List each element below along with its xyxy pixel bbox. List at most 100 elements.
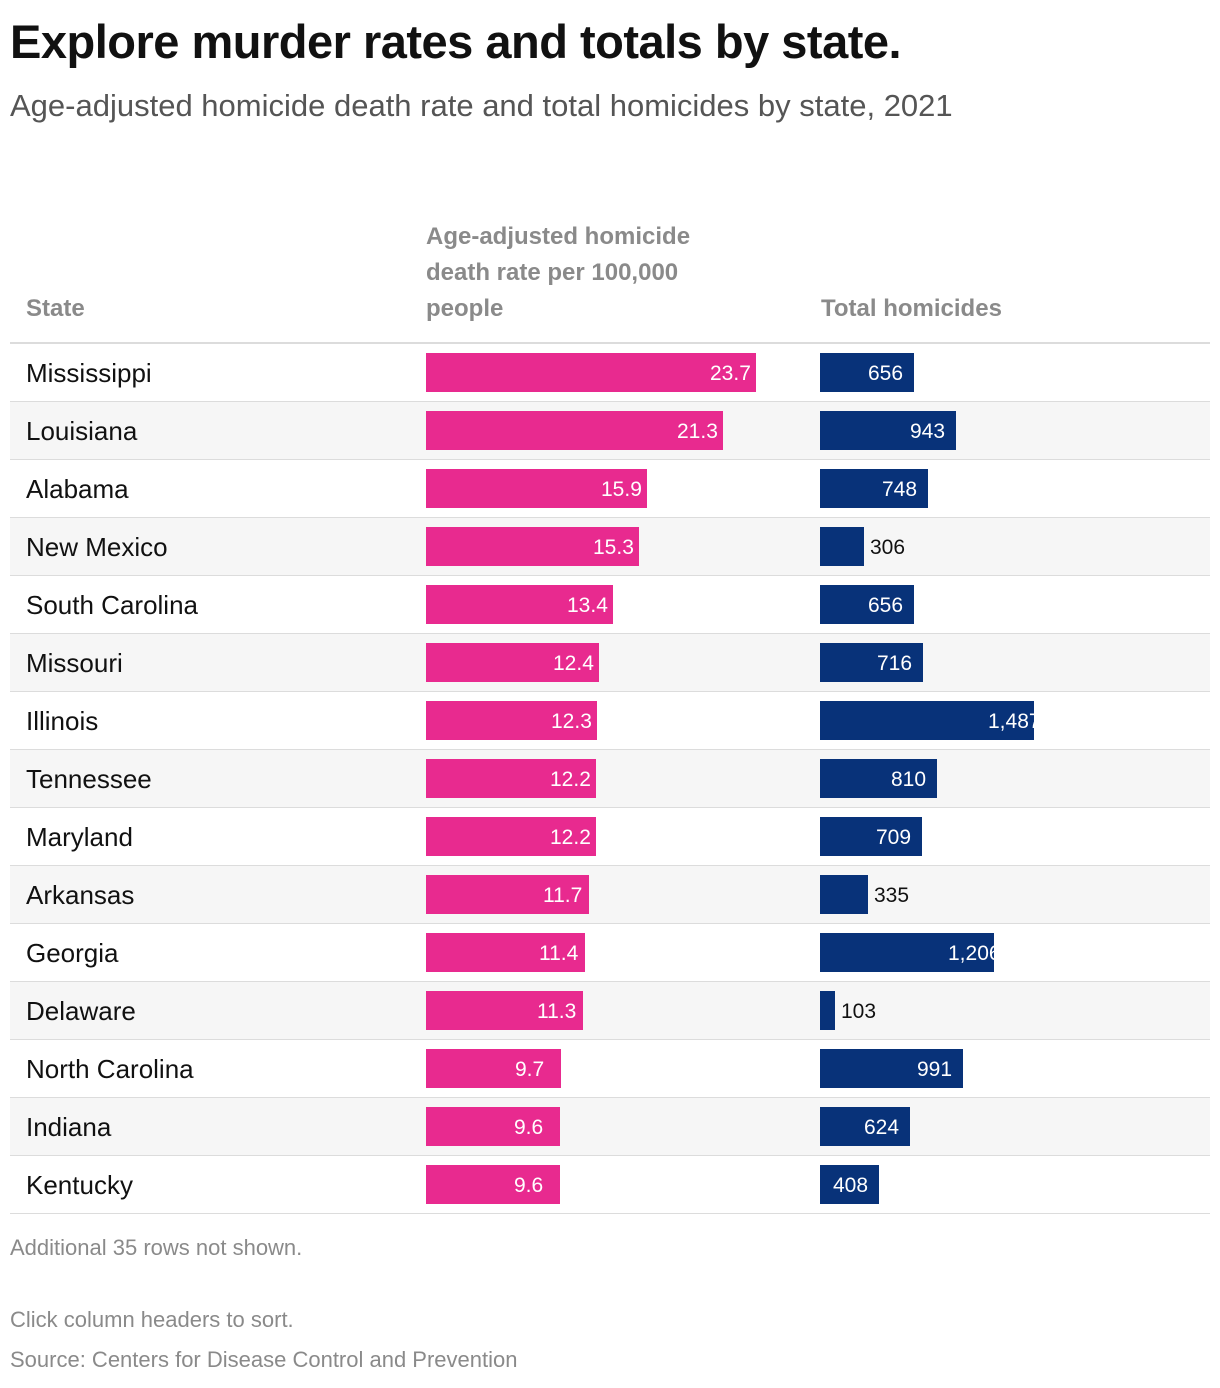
- rate-value-label: 9.6: [514, 1116, 544, 1139]
- total-bar: [820, 701, 1034, 740]
- table-row: Indiana 9.6 624: [10, 1098, 1210, 1156]
- table-row: Missouri 12.4 716: [10, 634, 1210, 692]
- total-bar: [820, 933, 994, 972]
- table-row: Louisiana 21.3 943: [10, 402, 1210, 460]
- total-bar: [820, 469, 928, 508]
- table-row: Mississippi 23.7 656: [10, 344, 1210, 402]
- total-value-label: 624: [864, 1116, 900, 1139]
- total-value-label: 335: [874, 884, 910, 907]
- rate-bar: [426, 759, 596, 798]
- total-value-label: 943: [910, 420, 946, 443]
- total-value-label: 810: [891, 768, 927, 791]
- total-bar: [820, 643, 923, 682]
- total-value-label: 716: [877, 652, 913, 675]
- state-name: Louisiana: [26, 416, 138, 446]
- rate-bar: [426, 817, 596, 856]
- rate-bar: [426, 991, 583, 1030]
- state-name: Delaware: [26, 996, 136, 1026]
- source-note: Source: Centers for Disease Control and …: [10, 1347, 518, 1372]
- rate-bar: [426, 469, 647, 508]
- total-value-label: 408: [833, 1174, 869, 1197]
- rate-bar: [426, 585, 613, 624]
- total-value-label: 656: [868, 594, 904, 617]
- state-name: North Carolina: [26, 1054, 194, 1084]
- state-name: Alabama: [26, 474, 129, 504]
- rate-value-label: 13.4: [567, 594, 608, 617]
- state-name: Arkansas: [26, 880, 135, 910]
- rate-bar: [426, 353, 756, 392]
- rate-bar: [426, 875, 589, 914]
- rate-value-label: 9.6: [514, 1174, 544, 1197]
- rate-value-label: 15.9: [601, 478, 642, 501]
- total-bar: [820, 817, 922, 856]
- rate-value-label: 12.4: [553, 652, 594, 675]
- total-bar: [820, 875, 868, 914]
- rate-value-label: 11.7: [543, 884, 583, 907]
- table-row: Delaware 11.3 103: [10, 982, 1210, 1040]
- state-name: Illinois: [26, 706, 99, 736]
- rate-bar: [426, 643, 599, 682]
- rate-value-label: 11.3: [537, 1000, 577, 1023]
- rate-bar: [426, 411, 723, 450]
- total-bar: [820, 1107, 910, 1146]
- total-bar: [820, 353, 914, 392]
- column-header-total[interactable]: Total homicides: [821, 295, 1002, 322]
- sort-hint: Click column headers to sort.: [10, 1307, 294, 1332]
- table-row: North Carolina 9.7 991: [10, 1040, 1210, 1098]
- rate-value-label: 9.7: [515, 1058, 545, 1081]
- total-value-label: 1,487: [988, 710, 1041, 733]
- rate-bar: [426, 1107, 560, 1146]
- total-value-label: 306: [870, 536, 906, 559]
- total-value-label: 991: [917, 1058, 953, 1081]
- table-row: Maryland 12.2 709: [10, 808, 1210, 866]
- state-name: Indiana: [26, 1112, 112, 1142]
- state-name: Kentucky: [26, 1170, 133, 1200]
- table-row: Kentucky 9.6 408: [10, 1156, 1210, 1214]
- table-body: Mississippi 23.7 656 Louisiana 21.3 943 Alabam…: [10, 344, 1210, 1214]
- rate-value-label: 15.3: [593, 536, 634, 559]
- table-row: Georgia 11.4 1,206: [10, 924, 1210, 982]
- state-name: Maryland: [26, 822, 133, 852]
- rate-bar: [426, 701, 597, 740]
- total-bar: [820, 1165, 879, 1204]
- rows-not-shown-note: Additional 35 rows not shown.: [10, 1235, 303, 1260]
- total-bar: [820, 411, 956, 450]
- total-bar: [820, 991, 835, 1030]
- rate-bar: [426, 527, 639, 566]
- table-row: Arkansas 11.7 335: [10, 866, 1210, 924]
- total-value-label: 103: [841, 1000, 877, 1023]
- total-value-label: 748: [882, 478, 918, 501]
- rate-bar: [426, 1165, 560, 1204]
- state-name: Georgia: [26, 938, 119, 968]
- total-value-label: 656: [868, 362, 904, 385]
- total-value-label: 1,206: [948, 942, 1001, 965]
- total-value-label: 709: [876, 826, 912, 849]
- rate-value-label: 11.4: [539, 942, 579, 965]
- table-row: South Carolina 13.4 656: [10, 576, 1210, 634]
- rate-value-label: 12.3: [551, 710, 592, 733]
- state-name: Missouri: [26, 648, 123, 678]
- chart-subtitle: Age-adjusted homicide death rate and tot…: [10, 88, 953, 123]
- rate-bar: [426, 933, 585, 972]
- header-divider: [10, 342, 1210, 344]
- rate-value-label: 23.7: [710, 362, 751, 385]
- rate-value-label: 12.2: [550, 826, 591, 849]
- total-bar: [820, 585, 914, 624]
- rate-value-label: 12.2: [550, 768, 591, 791]
- table-row: Alabama 15.9 748: [10, 460, 1210, 518]
- column-header-rate[interactable]: Age-adjusted homicide death rate per 100…: [426, 223, 691, 322]
- total-bar: [820, 527, 864, 566]
- rate-value-label: 21.3: [677, 420, 718, 443]
- chart-title: Explore murder rates and totals by state…: [10, 15, 902, 68]
- state-name: South Carolina: [26, 590, 198, 620]
- table-row: New Mexico 15.3 306: [10, 518, 1210, 576]
- state-name: Tennessee: [26, 764, 152, 794]
- total-bar: [820, 1049, 963, 1088]
- table-row: Illinois 12.3 1,487: [10, 692, 1210, 750]
- rate-bar: [426, 1049, 561, 1088]
- total-bar: [820, 759, 937, 798]
- table-row: Tennessee 12.2 810: [10, 750, 1210, 808]
- state-name: Mississippi: [26, 358, 152, 388]
- column-header-state[interactable]: State: [26, 295, 85, 322]
- state-name: New Mexico: [26, 532, 168, 562]
